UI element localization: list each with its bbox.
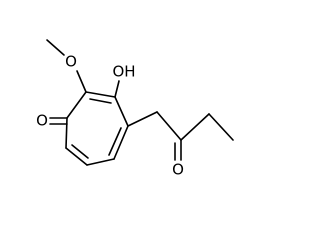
bond [114,80,120,98]
bond [66,91,87,119]
bond [108,127,122,156]
bond [85,91,116,98]
bond [65,117,68,149]
bonds [46,39,234,166]
bond [114,96,129,127]
page: O OH O O (() => { const data = JSON.pars… [36,39,234,179]
bond [46,39,65,56]
bond [76,70,87,93]
bond [71,144,89,159]
atom-label: O [172,161,184,179]
bond [208,113,234,141]
atom-label: O [65,53,77,71]
bond [156,111,182,141]
atom-label: O [36,112,48,130]
bond [113,125,129,160]
structure-diagram: O OH O O [36,39,234,179]
bond [65,147,88,166]
atom-label: OH [112,63,135,81]
bond [86,158,115,166]
bond [89,98,112,104]
bond [180,113,210,141]
bond [127,111,158,127]
